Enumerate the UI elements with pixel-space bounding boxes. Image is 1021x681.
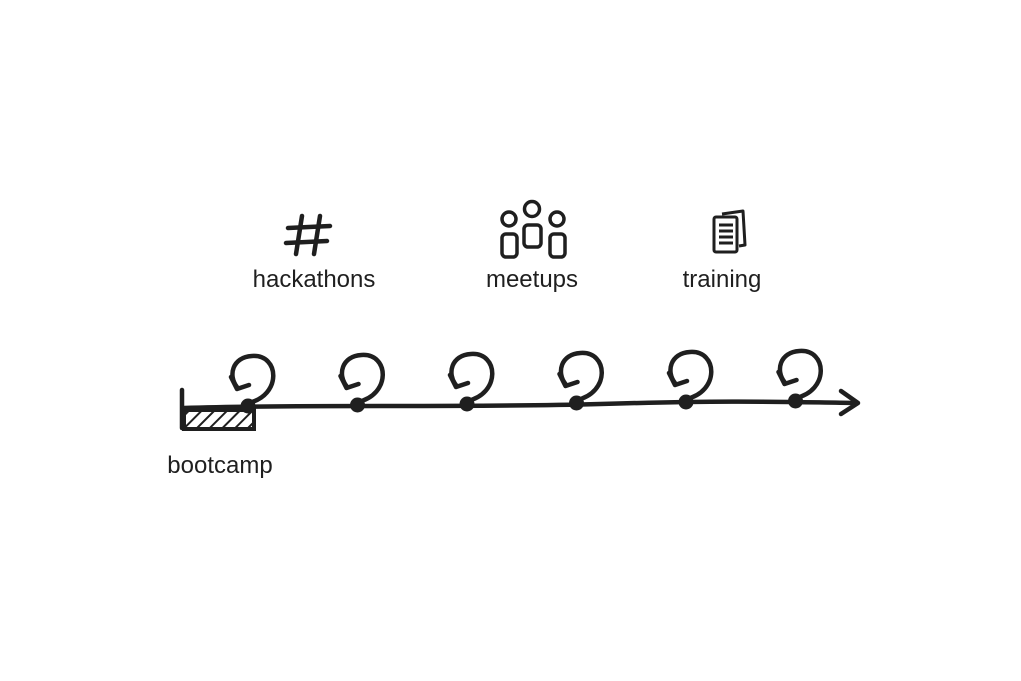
bootcamp-label: bootcamp bbox=[167, 452, 273, 479]
iteration-arrowhead bbox=[447, 372, 471, 390]
timeline-arrow bbox=[181, 388, 861, 417]
training-label: training bbox=[682, 266, 762, 293]
iteration-node bbox=[678, 394, 694, 410]
hash-icon bbox=[283, 213, 333, 257]
iteration-loop bbox=[339, 352, 385, 405]
iteration-arrowhead bbox=[776, 369, 799, 387]
iteration-arrowhead bbox=[228, 374, 252, 392]
people-icon bbox=[500, 199, 567, 259]
iteration-node bbox=[459, 396, 475, 412]
iteration-arrowhead bbox=[666, 370, 690, 388]
iteration-loop bbox=[777, 348, 823, 401]
hackathons-label: hackathons bbox=[252, 266, 376, 293]
iteration-node bbox=[240, 398, 256, 414]
iteration-node bbox=[788, 393, 803, 409]
iteration-loop bbox=[558, 350, 604, 403]
iteration-node bbox=[350, 397, 365, 413]
iteration-node bbox=[569, 395, 584, 411]
meetups-label: meetups bbox=[485, 266, 579, 293]
iteration-loop bbox=[668, 349, 714, 402]
iteration-loop bbox=[449, 351, 495, 404]
documents-icon bbox=[712, 209, 747, 254]
iteration-arrowhead bbox=[338, 373, 361, 391]
iteration-arrowhead bbox=[557, 371, 580, 389]
iteration-loop bbox=[230, 353, 276, 406]
iteration-loops bbox=[228, 348, 823, 414]
